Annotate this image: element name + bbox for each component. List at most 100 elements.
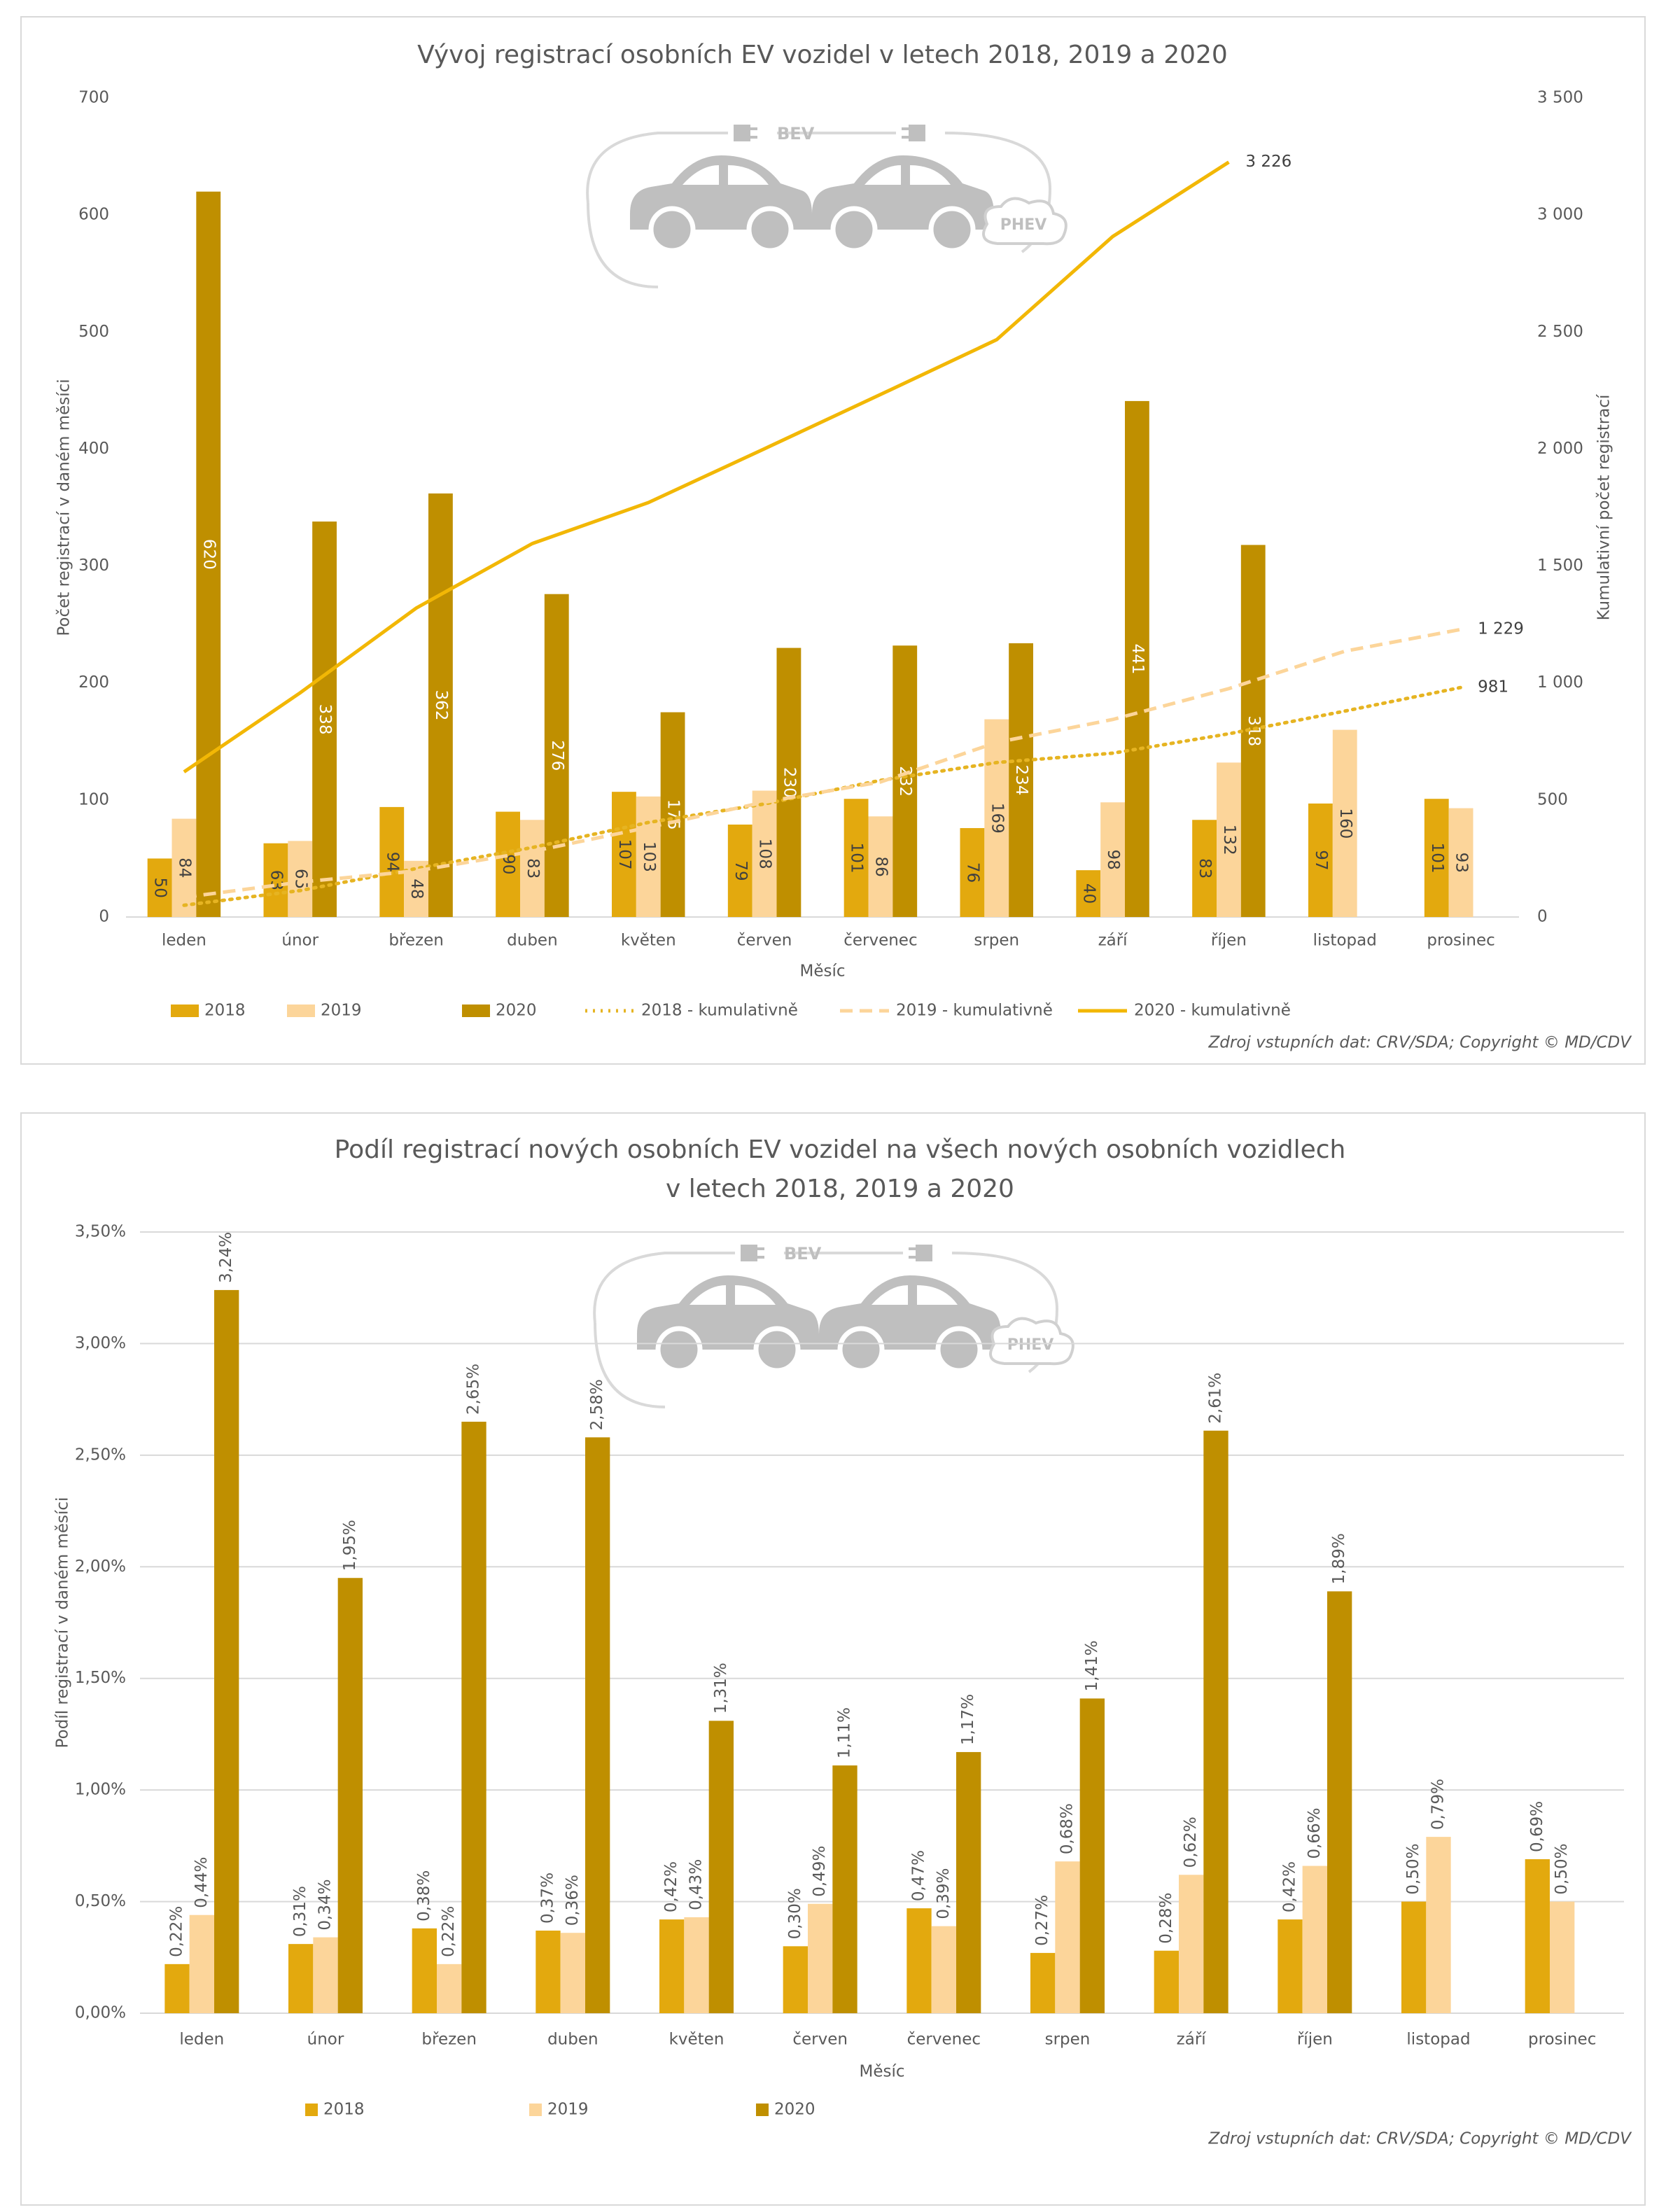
icon-label: BEV: [784, 1244, 822, 1264]
legend-swatch: [287, 1004, 315, 1017]
chart-title: Vývoj registrací osobních EV vozidel v l…: [417, 41, 1228, 69]
bar: [1055, 1861, 1080, 2013]
legend-label: 2018 - kumulativně: [641, 1002, 798, 1020]
x-tick-label: prosinec: [1528, 2031, 1596, 2049]
x-tick-label: červenec: [907, 2031, 981, 2049]
bar-value-label: 101: [1428, 843, 1446, 874]
x-tick-label: červenec: [844, 932, 917, 950]
car: [812, 155, 994, 253]
cable-outline: [594, 1322, 666, 1408]
y2-tick-label: 3 000: [1537, 206, 1583, 224]
bar: [808, 1903, 833, 2013]
bar: [1525, 1858, 1550, 2013]
x-tick-label: srpen: [1045, 2031, 1091, 2049]
car: [637, 1275, 819, 1373]
x-tick-label: duben: [507, 932, 558, 950]
cumulative-line: [183, 627, 1462, 899]
car: [630, 155, 812, 253]
bar: [214, 1289, 239, 2013]
y-axis-title: Počet registrací v daném měsíci: [55, 379, 74, 636]
bar-value-label: 620: [200, 539, 218, 570]
x-tick-label: leden: [162, 932, 206, 950]
car-window: [872, 1285, 908, 1305]
bar: [1179, 1875, 1204, 2013]
car-window: [728, 165, 769, 185]
legend-label: 2019: [321, 1002, 362, 1020]
bar-value-label: 0,30%: [786, 1888, 804, 1939]
car-window: [864, 165, 901, 185]
y-tick-label: 400: [78, 440, 109, 458]
bar-value-label: 103: [640, 841, 658, 872]
bar-value-label: 1,31%: [712, 1662, 730, 1714]
bar-value-label: 48: [407, 878, 426, 899]
bar: [660, 712, 685, 917]
x-tick-label: květen: [621, 932, 676, 950]
x-tick-label: listopad: [1406, 2031, 1470, 2049]
bar-value-label: 1,11%: [836, 1707, 854, 1758]
legend-swatch: [462, 1004, 490, 1017]
bar-value-label: 76: [963, 862, 981, 883]
bar-value-label: 2,61%: [1207, 1373, 1225, 1424]
bar-value-label: 101: [848, 843, 866, 874]
car-wheel: [837, 1326, 885, 1373]
bar: [956, 1751, 981, 2013]
x-tick-label: září: [1177, 2031, 1207, 2049]
plug: [909, 1245, 932, 1261]
bar: [412, 1928, 437, 2013]
bar-value-label: 0,42%: [1281, 1861, 1299, 1912]
y-tick-label: 100: [78, 790, 109, 808]
bar-value-label: 2,58%: [588, 1379, 606, 1430]
bar-value-label: 108: [756, 839, 774, 869]
bar-value-label: 234: [1012, 764, 1030, 795]
bar-value-label: 0,68%: [1058, 1803, 1077, 1854]
bar: [1278, 1919, 1303, 2013]
bar: [164, 1963, 190, 2013]
legend-swatch: [529, 2104, 542, 2116]
car-wheel: [928, 206, 976, 253]
bar-value-label: 0,66%: [1306, 1807, 1324, 1858]
bar-value-label: 83: [1196, 858, 1214, 878]
bar-value-label: 50: [151, 878, 169, 898]
x-tick-label: prosinec: [1427, 932, 1494, 950]
legend-swatch: [756, 2104, 769, 2116]
bar-value-label: 0,47%: [910, 1850, 928, 1901]
chart-title: Podíl registrací nových osobních EV vozi…: [335, 1135, 1346, 1164]
cumulative-line: [183, 160, 1230, 774]
bar: [196, 191, 221, 917]
bar-value-label: 94: [383, 852, 401, 872]
y-tick-label: 200: [78, 673, 109, 692]
x-tick-label: březen: [388, 932, 444, 950]
legend-label: 2018: [204, 1002, 246, 1020]
bar: [312, 522, 337, 917]
y-tick-label: 700: [78, 89, 109, 107]
car-wheel: [753, 1326, 801, 1373]
bar: [536, 1931, 561, 2013]
bar-value-label: 93: [1452, 853, 1471, 873]
bar: [544, 594, 569, 917]
bar: [172, 818, 197, 917]
y-tick-label: 2,50%: [75, 1446, 126, 1464]
bar-value-label: 1,95%: [341, 1520, 359, 1571]
icon-label: BEV: [777, 124, 815, 144]
bar: [906, 1908, 932, 2013]
bar: [1217, 762, 1241, 917]
car-window: [917, 1285, 958, 1305]
bar: [1154, 1950, 1179, 2013]
y2-tick-label: 500: [1537, 790, 1568, 808]
x-tick-label: leden: [179, 2031, 224, 2049]
bar: [1448, 808, 1474, 917]
bar: [337, 1578, 363, 2013]
chart-title: v letech 2018, 2019 a 2020: [666, 1175, 1014, 1203]
x-tick-label: květen: [669, 2031, 724, 2049]
bar: [868, 816, 893, 917]
cloud: [989, 1317, 1074, 1366]
x-tick-label: duben: [547, 2031, 598, 2049]
bar: [752, 790, 777, 917]
bar-value-label: 0,44%: [192, 1857, 211, 1908]
y2-tick-label: 1 000: [1537, 673, 1583, 692]
x-tick-label: říjen: [1211, 932, 1247, 950]
bar: [931, 1926, 956, 2013]
bar: [1076, 870, 1101, 917]
icon-label: PHEV: [1000, 216, 1047, 234]
car-wheel: [655, 1326, 703, 1373]
